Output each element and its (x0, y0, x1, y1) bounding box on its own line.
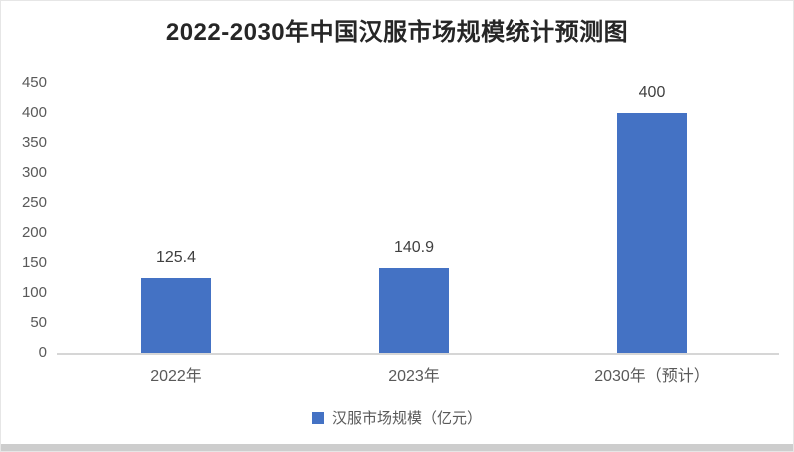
legend: 汉服市场规模（亿元） (1, 407, 793, 428)
legend-swatch-icon (311, 411, 324, 424)
y-tick-label: 300 (21, 164, 47, 181)
chart-title: 2022-2030年中国汉服市场规模统计预测图 (165, 19, 629, 46)
x-tick-label: 2030年（预计） (594, 368, 710, 385)
bar-value-label: 125.4 (155, 248, 197, 266)
legend-label: 汉服市场规模（亿元） (331, 410, 482, 427)
bar (141, 277, 211, 353)
y-tick-label: 200 (21, 224, 47, 241)
y-tick-label: 400 (21, 104, 47, 121)
bar (617, 113, 687, 353)
bottom-shadow (1, 444, 793, 451)
bar-value-label: 400 (638, 84, 666, 101)
x-axis-line (57, 353, 779, 355)
y-tick-label: 450 (21, 74, 47, 91)
x-tick-label: 2023年 (388, 368, 440, 385)
y-tick-label: 50 (30, 314, 47, 331)
y-tick-label: 350 (21, 134, 47, 151)
x-tick-label: 2022年 (150, 368, 202, 385)
y-tick-label: 100 (21, 284, 47, 301)
bar (379, 268, 449, 353)
bar-value-label: 140.9 (393, 239, 435, 257)
y-tick-label: 0 (38, 344, 47, 361)
y-tick-label: 150 (21, 254, 47, 271)
y-tick-label: 250 (21, 194, 47, 211)
